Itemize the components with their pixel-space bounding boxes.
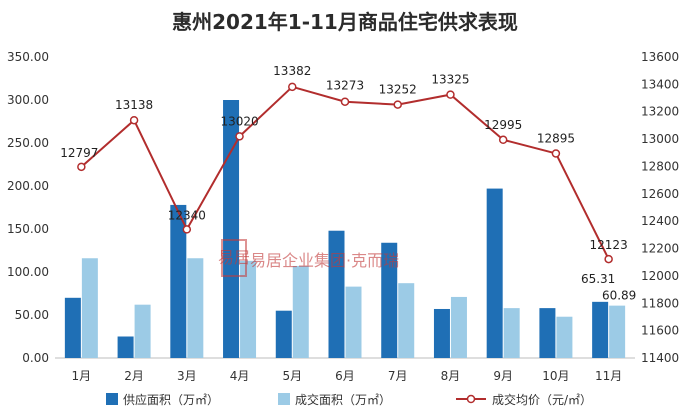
- price-point: [604, 254, 613, 264]
- legend-marker-price: [466, 394, 476, 404]
- y-right-tick-label: 12000: [641, 269, 679, 283]
- price-data-label: 12123: [590, 238, 628, 252]
- bar-deal: [503, 308, 520, 358]
- supply-data-label: 65.31: [581, 272, 615, 286]
- price-data-label: 12797: [60, 146, 98, 160]
- bar-deal: [450, 296, 467, 358]
- y-right-tick-label: 13000: [641, 132, 679, 146]
- watermark-text: 易居企业集团·克而瑞: [250, 251, 399, 270]
- y-right-tick-label: 13600: [641, 50, 679, 64]
- y-right-tick-label: 12600: [641, 187, 679, 201]
- y-left-tick-label: 50.00: [15, 308, 49, 322]
- watermark-seal-icon: [221, 239, 247, 277]
- bar-deal: [81, 258, 98, 358]
- legend: 供应面积（万㎡） 成交面积（万㎡） 成交均价（元/㎡）: [106, 392, 592, 407]
- bar-supply: [223, 100, 240, 358]
- x-tick-label: 8月: [441, 369, 461, 383]
- bar-supply: [381, 242, 398, 358]
- y-right-tick-label: 12200: [641, 242, 679, 256]
- bar-deal: [609, 305, 626, 358]
- y-left-tick-label: 350.00: [7, 50, 49, 64]
- bar-deal: [345, 286, 362, 358]
- price-data-label: 13020: [220, 114, 258, 128]
- bar-supply: [328, 230, 345, 358]
- legend-swatch-supply: [106, 393, 118, 405]
- bar-deal: [187, 258, 204, 358]
- y-right-tick-label: 12800: [641, 159, 679, 173]
- y-left-tick-label: 200.00: [7, 179, 49, 193]
- x-tick-label: 2月: [124, 369, 144, 383]
- price-point: [77, 162, 86, 172]
- x-tick-label: 6月: [335, 369, 355, 383]
- data-labels: 12797 13138 12340 13020 13382 13273 13252 13325…: [60, 64, 636, 303]
- x-tick-label: 7月: [388, 369, 408, 383]
- legend-label-supply: 供应面积（万㎡）: [123, 392, 219, 407]
- bar-supply: [64, 297, 81, 358]
- chart-title: 惠州2021年1-11月商品住宅供求表现: [172, 10, 518, 34]
- bar-supply: [433, 308, 450, 358]
- legend-label-price: 成交均价（元/㎡）: [492, 392, 592, 407]
- price-line-path: [80, 85, 610, 260]
- price-point: [182, 225, 192, 234]
- x-tick-label: 11月: [595, 369, 622, 383]
- x-tick-label: 3月: [177, 369, 197, 383]
- bar-deal: [240, 260, 257, 358]
- x-tick-label: 10月: [542, 369, 569, 383]
- price-data-label: 13325: [431, 73, 469, 87]
- price-point: [340, 97, 350, 106]
- price-line: [77, 82, 613, 264]
- x-tick-label: 4月: [230, 369, 250, 383]
- axes: 0.00 50.00 100.00 150.00 200.00 250.00 300.00 3…: [7, 50, 679, 383]
- price-point: [551, 149, 561, 158]
- watermark: 易居 易居企业集团·克而瑞: [218, 239, 399, 277]
- bar-supply: [170, 204, 187, 358]
- bar-supply: [275, 310, 292, 358]
- price-point: [288, 82, 297, 92]
- y-left-tick-label: 0.00: [22, 351, 49, 365]
- price-point: [446, 90, 455, 99]
- legend-label-deal: 成交面积（万㎡）: [295, 392, 391, 407]
- price-data-label: 12995: [484, 118, 522, 132]
- bar-supply: [486, 188, 503, 358]
- price-data-label: 13252: [379, 83, 417, 97]
- x-tick-label: 1月: [72, 369, 92, 383]
- price-data-label: 13138: [115, 98, 153, 112]
- deal-data-label: 60.89: [602, 289, 636, 303]
- y-left-tick-label: 150.00: [7, 222, 49, 236]
- y-left-tick-label: 250.00: [7, 136, 49, 150]
- y-right-tick-label: 11600: [641, 324, 679, 338]
- price-point: [235, 132, 244, 141]
- price-point: [393, 100, 402, 109]
- y-right-tick-label: 13200: [641, 105, 679, 119]
- watermark-seal-text: 易居: [218, 248, 250, 267]
- bar-supply: [592, 301, 609, 358]
- price-data-label: 13382: [273, 64, 311, 78]
- y-right-tick-label: 13400: [641, 77, 679, 91]
- price-data-label: 13273: [326, 79, 364, 93]
- bar-deal: [556, 316, 573, 358]
- price-point: [129, 115, 139, 125]
- y-right-tick-label: 11800: [641, 296, 679, 310]
- bars: [64, 100, 626, 358]
- legend-swatch-deal: [278, 393, 290, 405]
- bar-supply: [117, 336, 134, 358]
- y-left-tick-label: 300.00: [7, 93, 49, 107]
- y-right-tick-label: 12400: [641, 214, 679, 228]
- x-tick-label: 9月: [493, 369, 513, 383]
- price-data-label: 12895: [537, 131, 575, 145]
- y-right-tick-label: 11400: [641, 351, 679, 365]
- price-data-label: 12340: [168, 208, 206, 222]
- bar-deal: [134, 304, 151, 358]
- y-left-tick-label: 100.00: [7, 265, 49, 279]
- bar-supply: [539, 308, 556, 358]
- bar-deal: [292, 265, 309, 358]
- price-point: [498, 135, 508, 145]
- bar-deal: [398, 283, 415, 358]
- x-tick-label: 5月: [282, 369, 302, 383]
